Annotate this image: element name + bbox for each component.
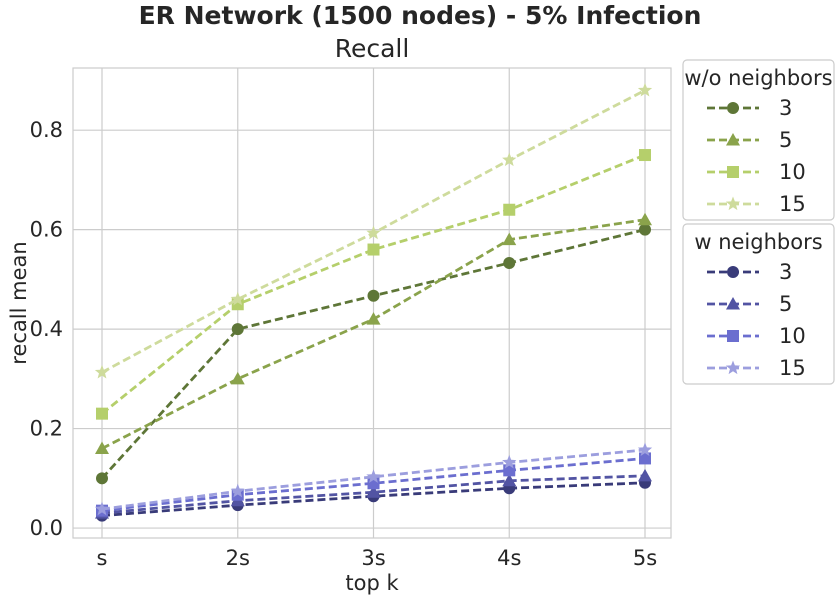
data-point [638,212,652,226]
data-point [94,364,110,379]
data-point [639,452,651,465]
x-tick-label: 2s [226,546,250,570]
y-tick-labels: 0.0 0.2 0.4 0.6 0.8 [30,118,63,540]
x-tick-label: 3s [361,546,385,570]
series-line [101,474,646,515]
data-point [637,82,653,97]
data-point [502,232,517,246]
legend-marker [727,102,739,114]
x-tick-label: s [97,546,108,570]
data-point [94,501,110,516]
data-point [96,407,108,420]
data-point [639,223,651,236]
legend-marker [727,166,739,178]
data-point [231,323,244,336]
data-point [637,442,653,457]
plot-frame [72,67,672,539]
data-point [503,256,516,269]
x-tick-label: 4s [497,546,521,570]
legend-marker [725,360,741,375]
chart-subtitle: Recall [335,34,410,63]
legend-title: w/o neighbors [684,66,832,90]
series-with-neighbors-15 [94,442,653,516]
legend-marker [726,133,740,146]
data-point [366,312,381,325]
y-tick-label: 0.2 [30,417,63,441]
y-axis-label: recall mean [7,241,31,364]
legend-marker [726,297,740,310]
data-point [366,485,381,498]
data-point [639,149,651,162]
data-point [503,464,516,477]
y-tick-label: 0.8 [30,118,63,142]
legend-label: 15 [779,356,806,380]
data-point [95,441,109,454]
data-point [230,291,245,306]
data-point [502,473,517,487]
data-point [367,289,380,302]
y-tick-label: 0.6 [30,218,63,242]
series-lines [94,82,653,522]
series-line [101,481,646,518]
legend-label: 5 [779,292,792,316]
data-point [638,468,652,482]
data-point [502,152,517,167]
series-without-neighbors-5 [95,212,652,454]
series-line [101,153,646,415]
legend-marker [727,330,739,342]
series-without-neighbors-15 [94,82,653,379]
data-point [230,483,245,498]
data-point [230,371,245,385]
x-tick-labels: s 2s 3s 4s 5s [97,546,658,570]
legend-label: 3 [779,96,792,120]
data-point [367,243,380,256]
x-axis-label: top k [345,571,399,595]
legend-marker [725,196,741,211]
legend-label: 10 [779,324,806,348]
legend-marker [727,266,739,278]
data-point [96,472,108,485]
x-tick-label: 5s [633,546,657,570]
legend-title: w neighbors [694,230,822,254]
legend-label: 3 [779,260,792,284]
legend-without-neighbors: w/o neighbors 3 5 10 15 [682,59,835,221]
y-tick-label: 0.0 [30,516,63,540]
data-point [503,203,516,216]
chart-title: ER Network (1500 nodes) - 5% Infection [139,1,702,30]
legend-label: 15 [779,192,806,216]
data-point [366,225,381,240]
legend-with-neighbors: w neighbors 3 5 10 15 [682,223,835,385]
grid-lines [73,68,671,538]
legend-label: 5 [779,128,792,152]
data-point [366,469,381,483]
legends: w/o neighbors 3 5 10 15 w neighbors 3 5 10 15 [682,59,835,385]
series-line [101,448,646,511]
data-point [502,454,517,469]
series-line [101,457,646,513]
y-tick-label: 0.4 [30,317,63,341]
legend-label: 10 [779,160,806,184]
series-without-neighbors-3 [96,223,651,485]
